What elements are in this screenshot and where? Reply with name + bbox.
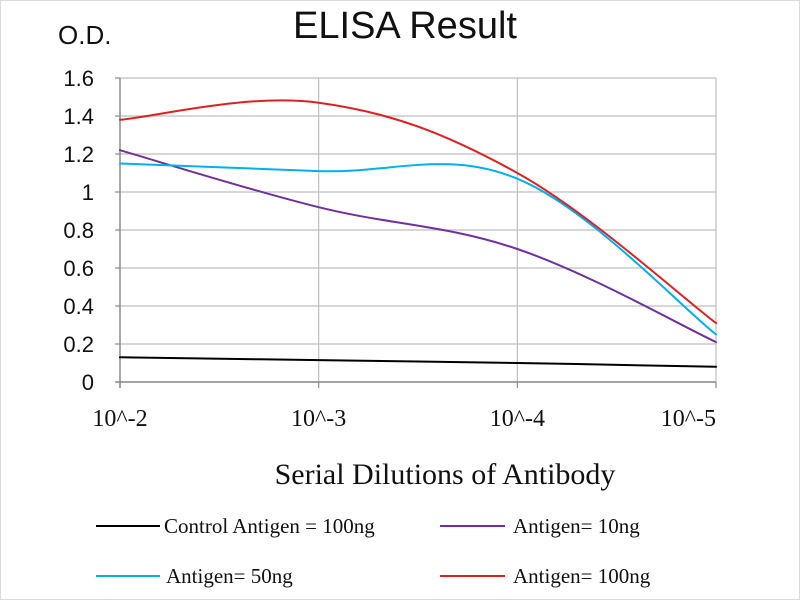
y-tick-label: 1: [82, 180, 94, 205]
y-tick-label: 0.6: [63, 256, 94, 281]
y-axis-title: O.D.: [58, 20, 111, 50]
x-tick-label: 10^-2: [92, 406, 147, 432]
y-tick-label: 0.4: [63, 294, 94, 319]
series-lines: [119, 99, 717, 368]
x-tick-label: 10^-3: [291, 406, 346, 432]
legend-label: Antigen= 100ng: [513, 564, 651, 588]
y-tick-label: 0.2: [63, 332, 94, 357]
y-tick-label: 0.8: [63, 218, 94, 243]
series-line: [119, 162, 717, 336]
legend: Control Antigen = 100ng Antigen= 10ng Anti…: [96, 514, 651, 588]
legend-item: Antigen= 100ng: [440, 564, 651, 588]
x-tick-label: 10^-4: [490, 406, 545, 432]
legend-label: Antigen= 10ng: [513, 514, 640, 538]
chart-title: ELISA Result: [293, 5, 517, 47]
x-tick-labels: 10^-2 10^-3 10^-4 10^-5: [92, 406, 716, 432]
x-tick-label: 10^-5: [661, 406, 716, 432]
legend-item: Control Antigen = 100ng: [96, 514, 375, 538]
y-tick-label: 1.4: [63, 104, 94, 129]
y-tick-labels: 0 0.2 0.4 0.6 0.8 1 1.2 1.4 1.6: [63, 66, 94, 395]
axes: [115, 77, 717, 388]
y-tick-label: 1.6: [63, 66, 94, 91]
y-tick-label: 0: [82, 370, 94, 395]
series-line: [119, 99, 717, 325]
y-tick-label: 1.2: [63, 142, 94, 167]
legend-item: Antigen= 10ng: [440, 514, 640, 538]
legend-label: Control Antigen = 100ng: [164, 514, 375, 538]
series-line: [119, 149, 717, 344]
legend-label: Antigen= 50ng: [166, 564, 293, 588]
legend-item: Antigen= 50ng: [96, 564, 293, 588]
series-line: [119, 356, 717, 368]
x-axis-title: Serial Dilutions of Antibody: [275, 458, 616, 491]
